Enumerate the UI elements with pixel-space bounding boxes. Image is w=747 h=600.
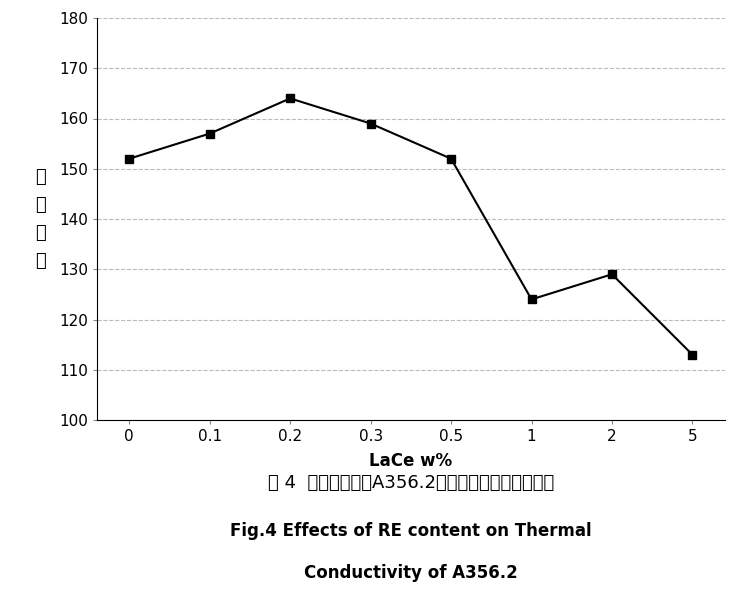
Text: 数: 数 bbox=[35, 252, 46, 270]
Text: 系: 系 bbox=[35, 224, 46, 242]
Text: Fig.4 Effects of RE content on Thermal: Fig.4 Effects of RE content on Thermal bbox=[230, 522, 592, 540]
Text: 图 4  稀土加入量对A356.2铝合金导热系数的影响。: 图 4 稀土加入量对A356.2铝合金导热系数的影响。 bbox=[267, 474, 554, 492]
X-axis label: LaCe w%: LaCe w% bbox=[369, 452, 453, 470]
Text: Conductivity of A356.2: Conductivity of A356.2 bbox=[304, 564, 518, 582]
Text: 热: 热 bbox=[35, 196, 46, 214]
Text: 导: 导 bbox=[35, 168, 46, 186]
